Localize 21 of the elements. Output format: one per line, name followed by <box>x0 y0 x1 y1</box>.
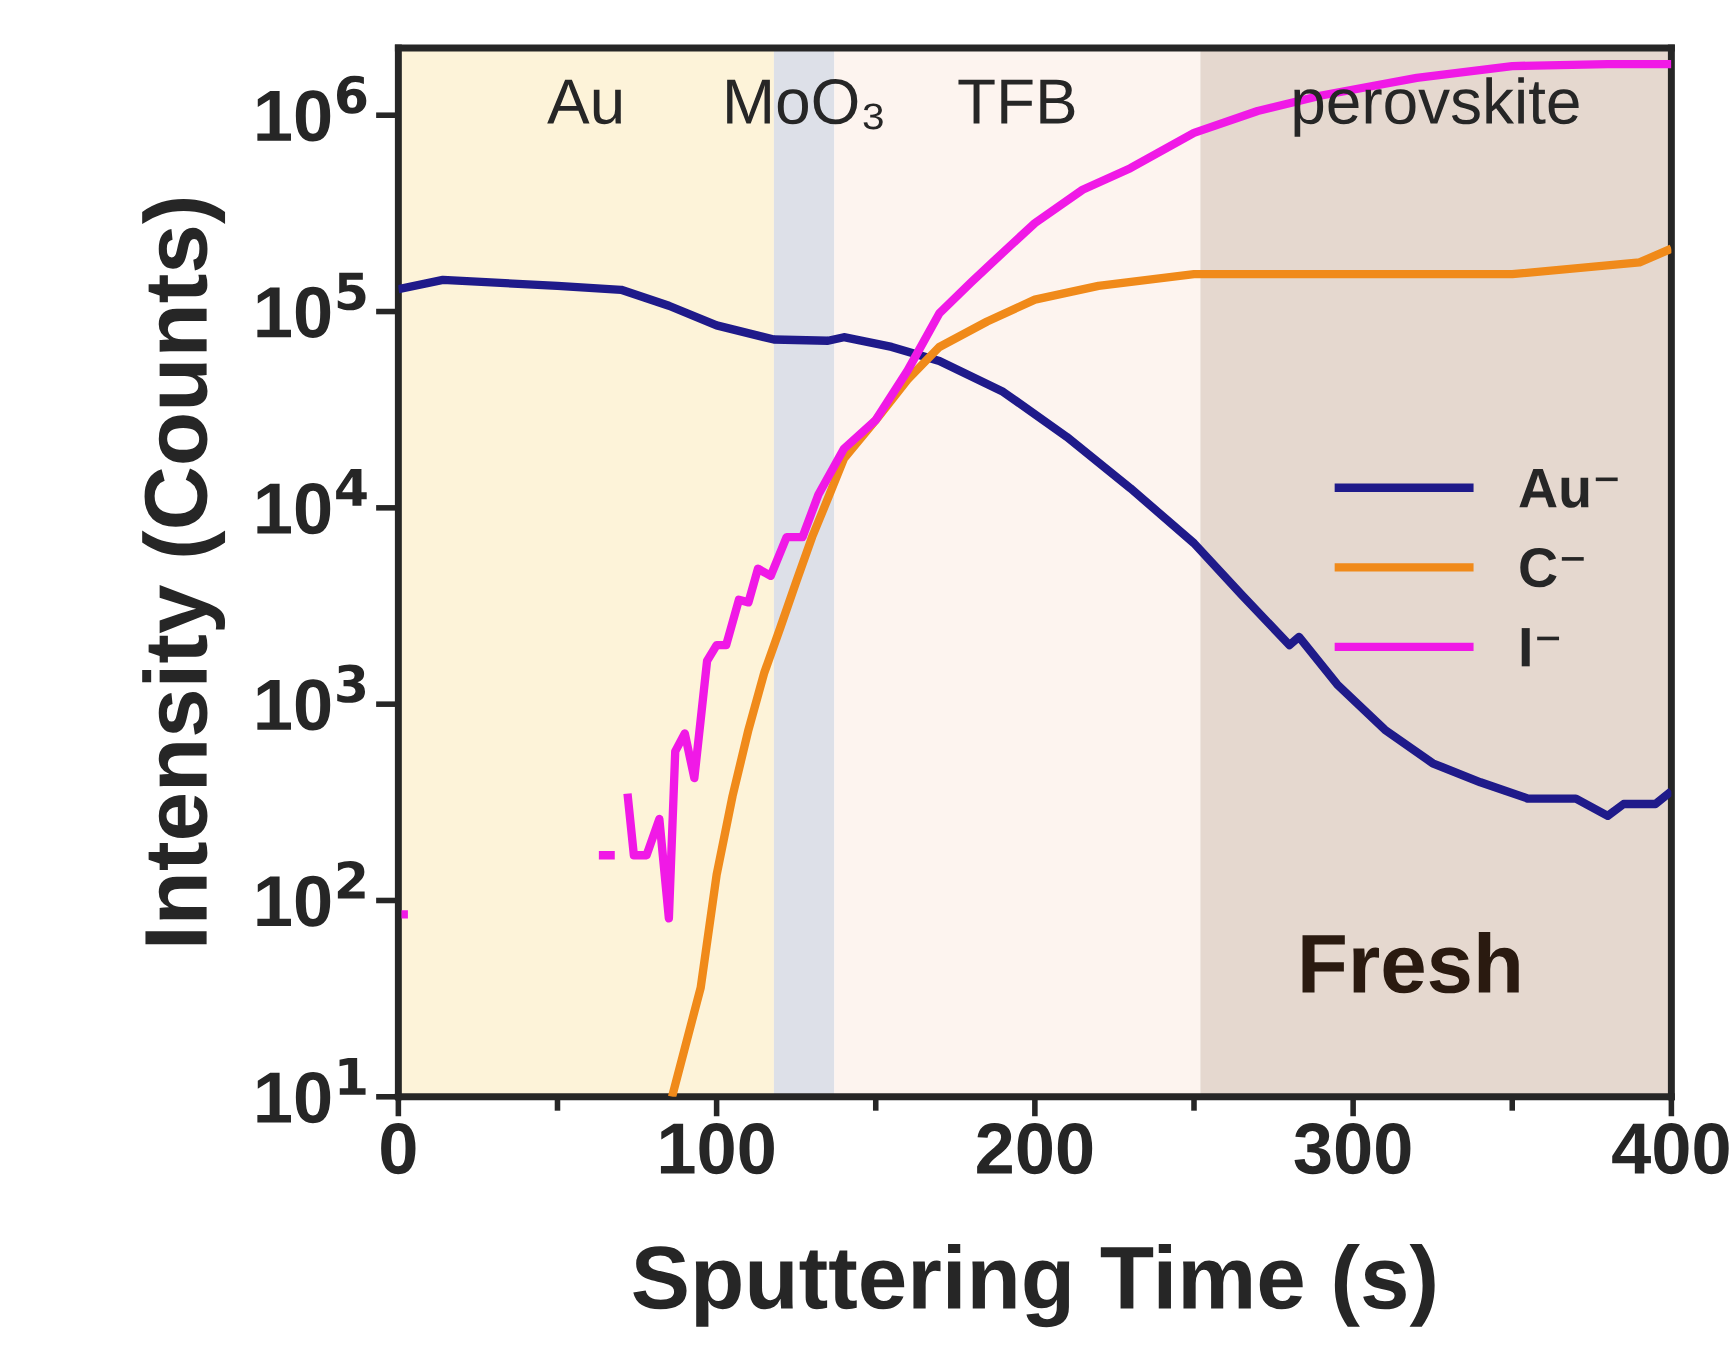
y-tick-label: 10$^{6}$ <box>257 75 367 142</box>
band-label: MoO₃ <box>727 78 883 130</box>
x-tick-label: 400 <box>1612 1123 1729 1175</box>
x-tick-label: 200 <box>977 1123 1093 1175</box>
y-tick-label: 10$^{2}$ <box>257 860 365 927</box>
x-tick-label: 100 <box>660 1123 774 1175</box>
band-label: perovskite <box>1294 77 1579 137</box>
x-tick-label: 0 <box>381 1123 416 1175</box>
y-tick-label: 10$^{1}$ <box>257 1057 366 1124</box>
legend-label: C⁻ <box>1520 547 1584 588</box>
y-tick-label: 10$^{5}$ <box>257 272 366 338</box>
legend-label: Au⁻ <box>1519 468 1618 508</box>
band-label: TFB <box>958 79 1075 124</box>
x-axis-title: Sputtering Time (s) <box>633 1243 1435 1328</box>
y-tick-label: 10$^{4}$ <box>257 469 367 535</box>
y-tick-label: 10$^{3}$ <box>257 664 366 731</box>
legend-label: I⁻ <box>1521 628 1560 667</box>
x-tick-label: 300 <box>1294 1123 1411 1175</box>
annotation: Fresh <box>1302 932 1519 994</box>
band-label: Au <box>547 79 621 125</box>
y-axis-title: Intensity (Counts) <box>142 199 226 945</box>
